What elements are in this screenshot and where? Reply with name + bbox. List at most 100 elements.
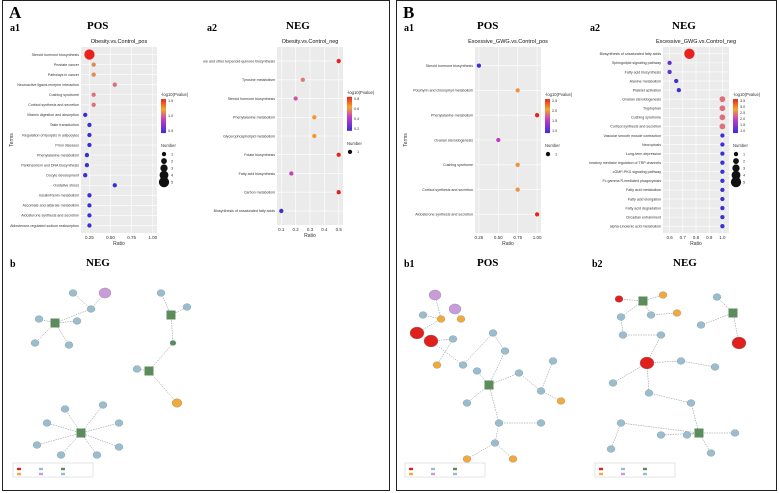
metabolite-node bbox=[68, 289, 78, 297]
x-tick-label: 0.75 bbox=[127, 235, 136, 240]
x-tick-label: 0.25 bbox=[85, 235, 94, 240]
pathway-node bbox=[484, 380, 494, 390]
data-point bbox=[667, 69, 672, 75]
metabolite-node bbox=[60, 405, 70, 413]
x-tick-label: 0.75 bbox=[513, 235, 522, 240]
x-axis-label: Ratio bbox=[304, 233, 316, 239]
network-edge bbox=[80, 432, 120, 448]
legend-size-dot bbox=[161, 158, 167, 164]
panel-letter: B bbox=[403, 3, 415, 22]
x-tick-label: 0.50 bbox=[494, 235, 503, 240]
metabolite-node bbox=[114, 419, 124, 427]
data-point bbox=[720, 187, 725, 193]
legend-tick-label: 3.5 bbox=[740, 99, 745, 103]
legend-size-dot bbox=[733, 151, 739, 157]
legend-tick-label: 0.4 bbox=[354, 117, 359, 121]
y-tick-label: Phenylalanine metabolism bbox=[233, 116, 275, 120]
data-point bbox=[84, 162, 90, 168]
network-edge bbox=[466, 442, 496, 460]
x-tick-label: 0.1 bbox=[278, 227, 285, 232]
color-bar bbox=[733, 99, 738, 134]
metabolite-node bbox=[432, 361, 442, 369]
y-tick-label: Folate biosynthesis bbox=[244, 153, 275, 157]
x-axis-label: Ratio bbox=[113, 241, 125, 247]
metabolite-node bbox=[646, 311, 656, 319]
data-point bbox=[84, 49, 95, 60]
x-tick-label: 0.5 bbox=[336, 227, 343, 232]
legend-tick-label: 5 bbox=[743, 180, 745, 184]
data-point bbox=[720, 205, 725, 211]
network-edge bbox=[620, 422, 700, 434]
metabolite-node bbox=[428, 289, 442, 301]
legend-size-dot bbox=[347, 149, 353, 154]
data-point bbox=[720, 133, 725, 138]
legend-tick-label: 1 bbox=[171, 152, 173, 156]
metabolite-node bbox=[536, 419, 546, 427]
y-tick-label: Regulation of lipolysis in adipocytes bbox=[22, 133, 79, 137]
x-tick-label: 0.9 bbox=[706, 235, 713, 240]
y-tick-label: Inflammatory mediator regulation of TRP … bbox=[589, 161, 661, 165]
data-point bbox=[279, 208, 284, 214]
legend-tick-label: 3.0 bbox=[740, 105, 745, 109]
network-edge bbox=[610, 422, 622, 450]
y-tick-label: Steroid hormone biosynthesis bbox=[426, 64, 474, 68]
metabolite-node bbox=[696, 321, 706, 329]
legend-swatch bbox=[39, 467, 43, 471]
legend-box bbox=[594, 462, 676, 478]
panel-b: B a1 POS a2 NEG b1 POS b2 NEG Excessive_… bbox=[396, 0, 777, 491]
y-tick-label: cGMP-PKG signaling pathway bbox=[613, 170, 662, 174]
subpanel-label: b2 bbox=[592, 259, 603, 270]
y-tick-label: Tryptophan bbox=[643, 107, 661, 111]
plot-title: Obesity.vs.Control_neg bbox=[282, 39, 339, 45]
metabolite-node bbox=[548, 357, 558, 365]
data-point bbox=[720, 142, 725, 147]
network-title: POS bbox=[477, 257, 499, 269]
data-point bbox=[720, 160, 725, 165]
y-tick-label: Cushing syndrome bbox=[631, 116, 661, 120]
legend-swatch bbox=[453, 472, 457, 476]
legend-swatch bbox=[643, 467, 647, 471]
network-edge bbox=[148, 370, 178, 404]
metabolite-node bbox=[98, 287, 112, 299]
pathway-node bbox=[166, 310, 176, 320]
data-point bbox=[515, 88, 520, 93]
data-point bbox=[719, 123, 726, 130]
network-graph bbox=[12, 287, 192, 478]
network-edge bbox=[488, 384, 500, 424]
y-tick-label: Porphyrin and chlorophyll metabolism bbox=[413, 89, 473, 93]
y-tick-label: Prion diseases bbox=[55, 143, 79, 147]
legend-tick-label: 2 bbox=[743, 159, 745, 163]
x-tick-label: 1.00 bbox=[148, 235, 157, 240]
legend-box bbox=[12, 462, 94, 478]
data-point bbox=[720, 214, 725, 220]
network-edge bbox=[54, 308, 92, 324]
network-edge bbox=[650, 312, 678, 316]
legend-tick-label: 3 bbox=[743, 166, 745, 170]
y-tick-label: Circadian entrainment bbox=[626, 215, 661, 219]
pathway-node bbox=[144, 366, 154, 376]
data-point bbox=[87, 193, 92, 198]
y-tick-label: Sphingolipid signaling pathway bbox=[612, 61, 661, 65]
y-axis-label: Terms bbox=[9, 133, 15, 147]
network-edge bbox=[34, 322, 56, 344]
metabolite-node bbox=[706, 449, 716, 457]
x-tick-label: 1.0 bbox=[719, 235, 726, 240]
legend-title: Number bbox=[545, 143, 560, 148]
legend-tick-label: 3 bbox=[171, 166, 173, 170]
legend-swatch bbox=[39, 472, 43, 476]
legend-swatch bbox=[17, 467, 21, 471]
metabolite-node bbox=[114, 443, 124, 451]
network-edge bbox=[680, 360, 716, 368]
legend-tick-label: 1.5 bbox=[740, 123, 745, 127]
network-edge bbox=[434, 294, 442, 320]
legend-swatch bbox=[431, 472, 435, 476]
legend-size-dot bbox=[159, 170, 169, 180]
metabolite-node bbox=[169, 340, 177, 346]
metabolite-node bbox=[423, 334, 439, 348]
data-point bbox=[293, 96, 298, 101]
legend-size-dot bbox=[545, 151, 551, 157]
x-tick-label: 0.25 bbox=[474, 235, 483, 240]
y-tick-label: Phenylalanine metabolism bbox=[37, 153, 79, 157]
data-point bbox=[87, 142, 92, 148]
metabolite-node bbox=[608, 379, 618, 387]
